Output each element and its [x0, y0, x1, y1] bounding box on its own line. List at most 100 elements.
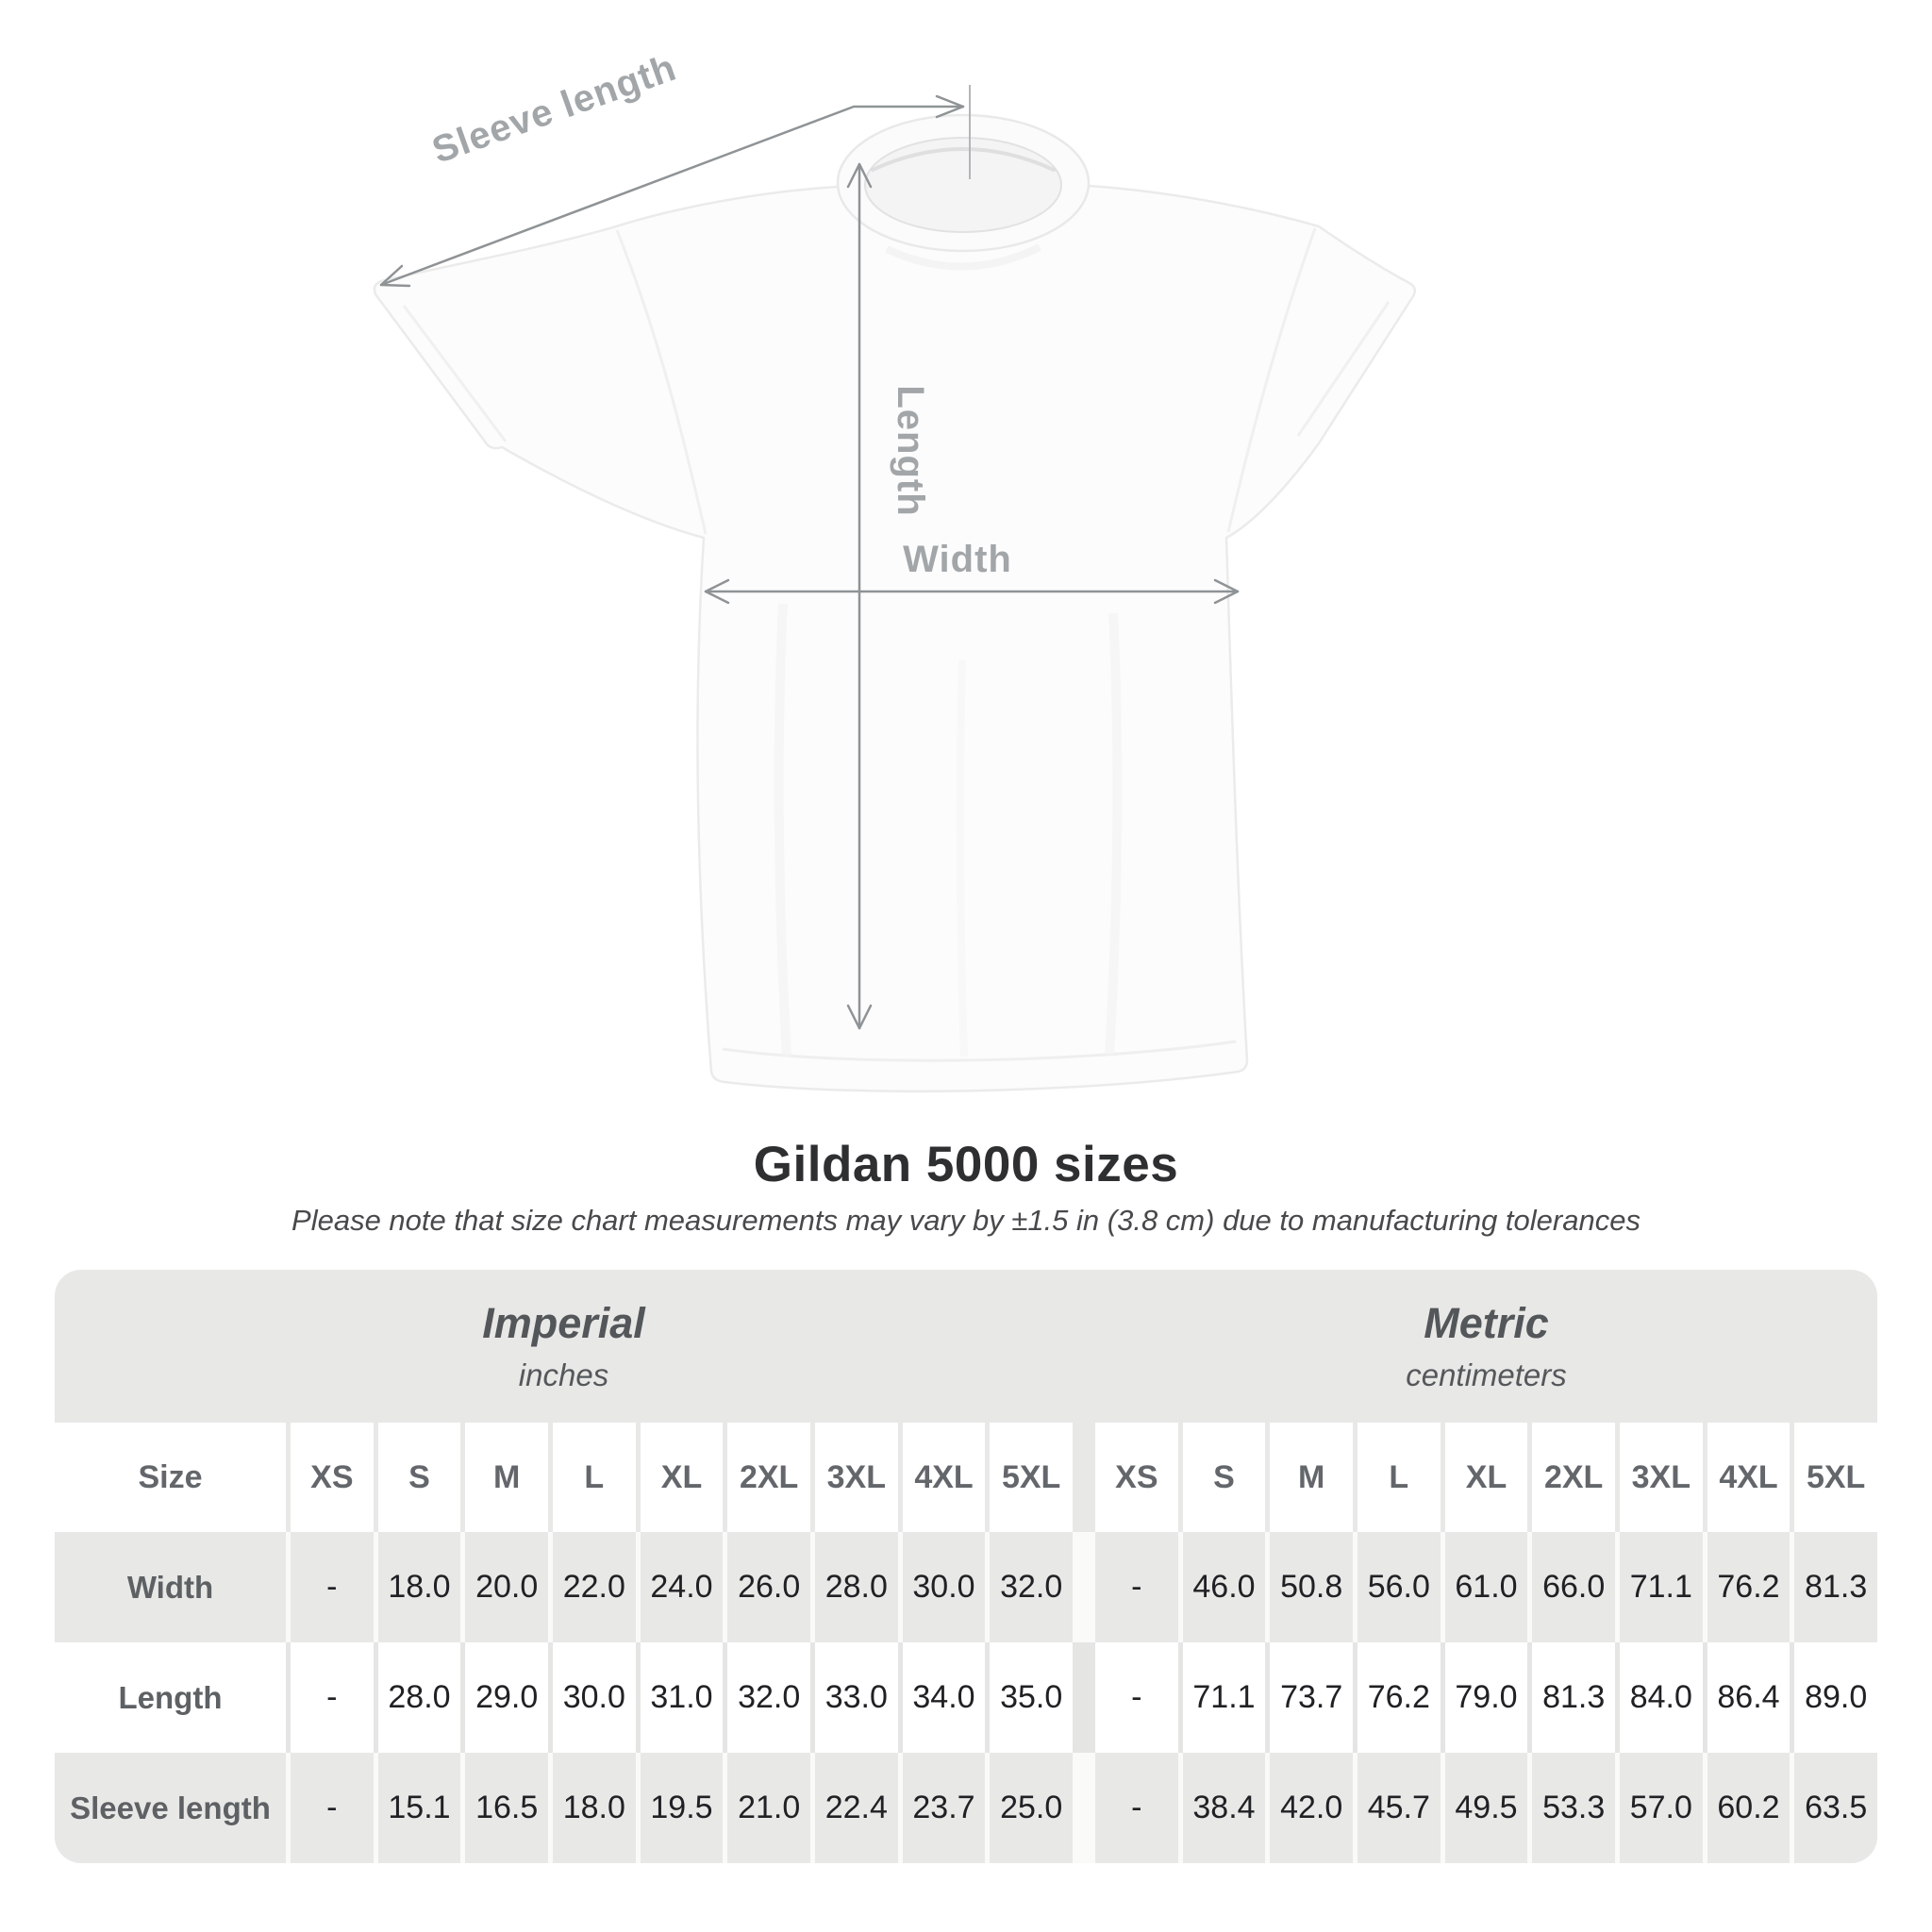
size-header-cell: XL — [640, 1423, 724, 1532]
value-cell: 34.0 — [902, 1642, 986, 1753]
row-label: Sleeve length — [55, 1753, 286, 1863]
value-cell: 71.1 — [1619, 1532, 1703, 1642]
value-cell: 38.4 — [1182, 1753, 1266, 1863]
value-cell: 86.4 — [1707, 1642, 1790, 1753]
unit-band: Imperial inches Metric centimeters — [55, 1270, 1877, 1423]
value-cell: 66.0 — [1532, 1532, 1615, 1642]
table-row: Length -28.0 29.0 30.0 31.0 32.0 33.0 34.0 35.0-… — [55, 1642, 1877, 1753]
size-column-header: Size — [55, 1423, 286, 1532]
value-cell: 26.0 — [727, 1532, 810, 1642]
value-cell: 84.0 — [1619, 1642, 1703, 1753]
value-cell: 32.0 — [727, 1642, 810, 1753]
metric-heading: Metric centimeters — [1095, 1299, 1877, 1393]
value-cell: 56.0 — [1357, 1532, 1441, 1642]
value-cell: 60.2 — [1707, 1753, 1790, 1863]
value-cell: 81.3 — [1532, 1642, 1615, 1753]
value-cell: 89.0 — [1794, 1642, 1877, 1753]
metric-title: Metric — [1424, 1299, 1549, 1347]
metric-unit: centimeters — [1406, 1357, 1567, 1392]
value-cell: 46.0 — [1182, 1532, 1266, 1642]
value-cell: 21.0 — [727, 1753, 810, 1863]
value-cell: 76.2 — [1357, 1642, 1441, 1753]
value-cell: 22.0 — [552, 1532, 636, 1642]
value-cell: - — [291, 1753, 374, 1863]
value-cell: 22.4 — [814, 1753, 898, 1863]
size-table-rows: Size XS S M L XL 2XL 3XL 4XL 5XL XS S M L XL 2XL 3XL 4XL 5… — [55, 1423, 1877, 1863]
value-cell: 23.7 — [902, 1753, 986, 1863]
size-header-cell: M — [465, 1423, 548, 1532]
page-subtitle: Please note that size chart measurements… — [291, 1204, 1641, 1237]
size-header-cell: M — [1270, 1423, 1353, 1532]
width-dimension-arrow — [704, 578, 1240, 605]
size-header-cell: L — [552, 1423, 636, 1532]
value-cell: 32.0 — [990, 1532, 1073, 1642]
value-cell: 28.0 — [814, 1532, 898, 1642]
size-header-cell: S — [1182, 1423, 1266, 1532]
value-cell: 81.3 — [1794, 1532, 1877, 1642]
value-cell: 76.2 — [1707, 1532, 1790, 1642]
section-gap — [1077, 1423, 1091, 1532]
value-cell: 15.1 — [377, 1753, 461, 1863]
size-header-cell: 4XL — [1707, 1423, 1790, 1532]
size-table-panel: Imperial inches Metric centimeters Size X… — [55, 1270, 1877, 1863]
imperial-title: Imperial — [482, 1299, 645, 1347]
table-row: Width -18.0 20.0 22.0 24.0 26.0 28.0 30.0 32.0-4… — [55, 1532, 1877, 1642]
length-dimension-arrow — [846, 162, 873, 1030]
size-header-cell: XS — [291, 1423, 374, 1532]
imperial-unit: inches — [518, 1357, 609, 1392]
value-cell: 19.5 — [640, 1753, 724, 1863]
section-gap — [1077, 1532, 1091, 1642]
value-cell: 45.7 — [1357, 1753, 1441, 1863]
size-header-cell: 5XL — [990, 1423, 1073, 1532]
value-cell: 25.0 — [990, 1753, 1073, 1863]
size-header-cell: 2XL — [1532, 1423, 1615, 1532]
row-label: Length — [55, 1642, 286, 1753]
page-title: Gildan 5000 sizes — [753, 1137, 1179, 1192]
row-label: Width — [55, 1532, 286, 1642]
tshirt-illustration — [373, 113, 1417, 1093]
value-cell: - — [1094, 1642, 1178, 1753]
size-header-cell: L — [1357, 1423, 1441, 1532]
value-cell: - — [291, 1642, 374, 1753]
value-cell: 18.0 — [377, 1532, 461, 1642]
table-row: Size XS S M L XL 2XL 3XL 4XL 5XL XS S M L XL 2XL 3XL 4XL 5… — [55, 1423, 1877, 1532]
size-header-cell: XL — [1444, 1423, 1528, 1532]
section-gap — [1077, 1642, 1091, 1753]
value-cell: - — [1094, 1753, 1178, 1863]
value-cell: 61.0 — [1444, 1532, 1528, 1642]
size-header-cell: 3XL — [1619, 1423, 1703, 1532]
value-cell: 73.7 — [1270, 1642, 1353, 1753]
tshirt-diagram: Sleeve length Length Width — [373, 47, 1417, 1093]
value-cell: 33.0 — [814, 1642, 898, 1753]
value-cell: 79.0 — [1444, 1642, 1528, 1753]
size-header-cell: 4XL — [902, 1423, 986, 1532]
value-cell: 20.0 — [465, 1532, 548, 1642]
table-row: Sleeve length -15.1 16.5 18.0 19.5 21.0 22.4 23… — [55, 1753, 1877, 1863]
value-cell: 63.5 — [1794, 1753, 1877, 1863]
size-header-cell: XS — [1094, 1423, 1178, 1532]
value-cell: - — [291, 1532, 374, 1642]
value-cell: - — [1094, 1532, 1178, 1642]
value-cell: 42.0 — [1270, 1753, 1353, 1863]
section-gap — [1077, 1753, 1091, 1863]
value-cell: 57.0 — [1619, 1753, 1703, 1863]
value-cell: 49.5 — [1444, 1753, 1528, 1863]
value-cell: 31.0 — [640, 1642, 724, 1753]
value-cell: 30.0 — [552, 1642, 636, 1753]
value-cell: 30.0 — [902, 1532, 986, 1642]
size-header-cell: 5XL — [1794, 1423, 1877, 1532]
size-header-cell: S — [377, 1423, 461, 1532]
size-header-cell: 3XL — [814, 1423, 898, 1532]
value-cell: 53.3 — [1532, 1753, 1615, 1863]
sleeve-length-dimension-arrow — [379, 85, 971, 288]
imperial-heading: Imperial inches — [55, 1299, 1073, 1393]
length-dimension-label: Length — [890, 385, 931, 516]
value-cell: 50.8 — [1270, 1532, 1353, 1642]
size-header-cell: 2XL — [727, 1423, 810, 1532]
value-cell: 35.0 — [990, 1642, 1073, 1753]
value-cell: 71.1 — [1182, 1642, 1266, 1753]
value-cell: 28.0 — [377, 1642, 461, 1753]
value-cell: 29.0 — [465, 1642, 548, 1753]
width-dimension-label: Width — [903, 539, 1012, 580]
